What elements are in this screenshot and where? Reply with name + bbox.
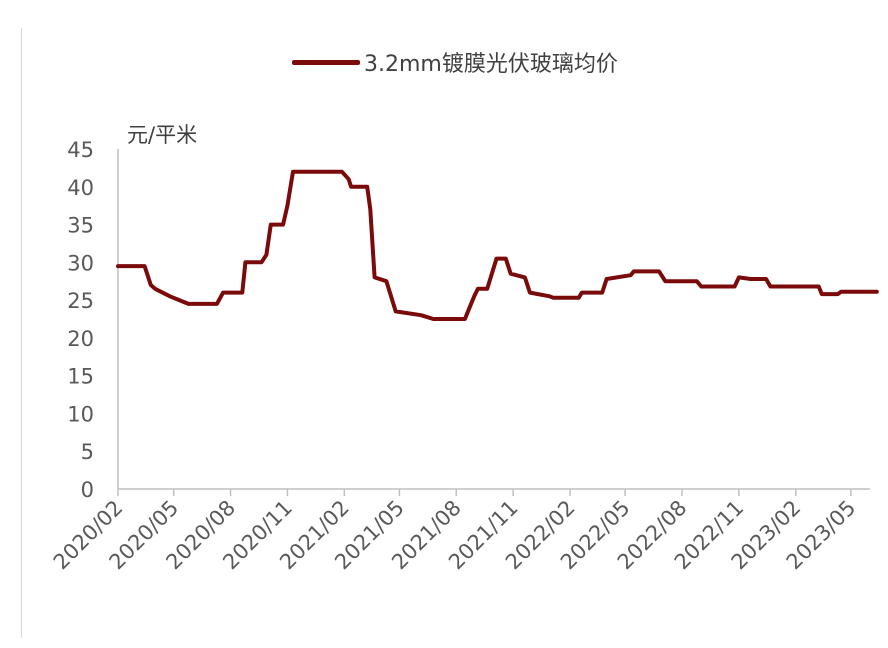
legend: 3.2mm镀膜光伏玻璃均价 [292, 44, 618, 80]
y-tick-label: 40 [67, 176, 94, 200]
y-tick-label: 10 [67, 402, 94, 426]
y-tick-label: 15 [67, 365, 94, 389]
y-tick-label: 35 [67, 214, 94, 238]
y-tick-label: 25 [67, 289, 94, 313]
y-tick-label: 45 [67, 138, 94, 162]
y-axis-unit-label: 元/平米 [127, 123, 198, 147]
y-tick-label: 30 [67, 251, 94, 275]
y-tick-label: 20 [67, 327, 94, 351]
legend-label: 3.2mm镀膜光伏玻璃均价 [364, 52, 618, 77]
y-tick-label: 0 [81, 478, 94, 502]
series-line-0 [116, 169, 879, 321]
y-tick-label: 5 [81, 440, 94, 464]
left-border-line [21, 28, 22, 638]
legend-swatch [292, 59, 360, 65]
